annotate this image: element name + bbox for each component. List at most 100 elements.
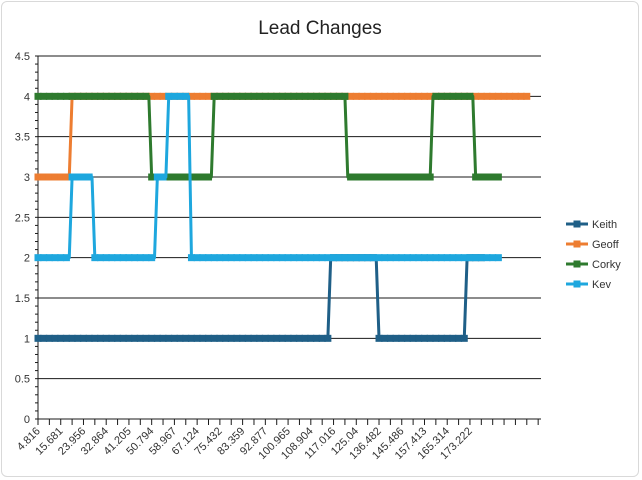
data-point — [187, 92, 195, 100]
data-point — [335, 92, 343, 100]
data-point — [472, 254, 480, 262]
data-point — [347, 92, 355, 100]
y-tick-label: 3.5 — [15, 132, 30, 144]
data-point — [108, 92, 116, 100]
data-point — [256, 92, 264, 100]
data-point — [216, 254, 224, 262]
data-point — [364, 254, 372, 262]
data-point — [381, 254, 389, 262]
data-point — [443, 334, 451, 342]
data-point — [199, 173, 207, 181]
data-point — [330, 92, 338, 100]
data-point — [193, 173, 201, 181]
y-axis-ticks: 0 0.5 1 1.5 2 2.5 3 3.5 4 4.5 — [15, 51, 30, 426]
data-point — [250, 254, 258, 262]
data-point — [290, 254, 298, 262]
data-point — [307, 334, 315, 342]
data-point — [250, 92, 258, 100]
data-point — [307, 254, 315, 262]
data-point — [324, 334, 332, 342]
data-point — [205, 254, 213, 262]
data-point — [205, 173, 213, 181]
data-point — [79, 92, 87, 100]
data-point — [125, 334, 133, 342]
data-point — [312, 334, 320, 342]
data-point — [193, 334, 201, 342]
data-point — [40, 173, 48, 181]
y-tick-label: 0.5 — [15, 374, 30, 386]
data-point — [415, 334, 423, 342]
data-point — [403, 334, 411, 342]
data-point — [381, 334, 389, 342]
legend-swatch-marker — [573, 280, 581, 288]
data-point — [57, 334, 65, 342]
data-point — [40, 334, 48, 342]
data-point — [34, 334, 42, 342]
legend-swatch-marker — [573, 240, 581, 248]
data-point — [375, 92, 383, 100]
data-point — [284, 92, 292, 100]
data-point — [227, 92, 235, 100]
data-point — [483, 173, 491, 181]
y-tick-label: 4.5 — [15, 51, 30, 63]
data-point — [517, 92, 525, 100]
data-point — [420, 173, 428, 181]
data-point — [51, 254, 59, 262]
data-point — [148, 254, 156, 262]
data-point — [74, 334, 82, 342]
legend: Keith Geoff Corky Kev — [566, 219, 621, 291]
data-point — [40, 254, 48, 262]
data-point — [256, 254, 264, 262]
data-point — [62, 334, 70, 342]
data-point — [494, 173, 502, 181]
legend-label: Keith — [592, 219, 617, 231]
data-point — [312, 92, 320, 100]
data-point — [500, 92, 508, 100]
data-point — [273, 334, 281, 342]
data-point — [341, 254, 349, 262]
legend-item-corky: Corky — [566, 259, 621, 271]
data-point — [131, 254, 139, 262]
data-point — [210, 92, 218, 100]
data-point — [222, 92, 230, 100]
data-point — [449, 254, 457, 262]
data-point — [182, 173, 190, 181]
data-point — [227, 334, 235, 342]
data-point — [153, 92, 161, 100]
data-point — [57, 254, 65, 262]
data-point — [244, 92, 252, 100]
data-point — [199, 254, 207, 262]
data-point — [91, 334, 99, 342]
data-point — [432, 334, 440, 342]
data-point — [352, 254, 360, 262]
legend-item-keith: Keith — [566, 219, 617, 231]
data-point — [34, 254, 42, 262]
series-kev — [34, 92, 502, 262]
data-point — [142, 334, 150, 342]
data-point — [278, 92, 286, 100]
data-point — [165, 92, 173, 100]
data-point — [455, 92, 463, 100]
series-keith — [34, 254, 485, 342]
data-point — [290, 92, 298, 100]
data-point — [125, 92, 133, 100]
data-point — [102, 254, 110, 262]
data-point — [108, 254, 116, 262]
data-point — [74, 92, 82, 100]
data-point — [91, 92, 99, 100]
data-point — [74, 173, 82, 181]
data-point — [460, 334, 468, 342]
y-tick-label: 2.5 — [15, 212, 30, 224]
chart-title: Lead Changes — [258, 18, 382, 39]
data-point — [239, 92, 247, 100]
axes — [35, 55, 541, 425]
data-point — [489, 173, 497, 181]
data-point — [85, 334, 93, 342]
data-point — [142, 92, 150, 100]
data-point — [358, 254, 366, 262]
data-point — [159, 173, 167, 181]
data-point — [455, 254, 463, 262]
data-point — [267, 334, 275, 342]
data-point — [352, 173, 360, 181]
